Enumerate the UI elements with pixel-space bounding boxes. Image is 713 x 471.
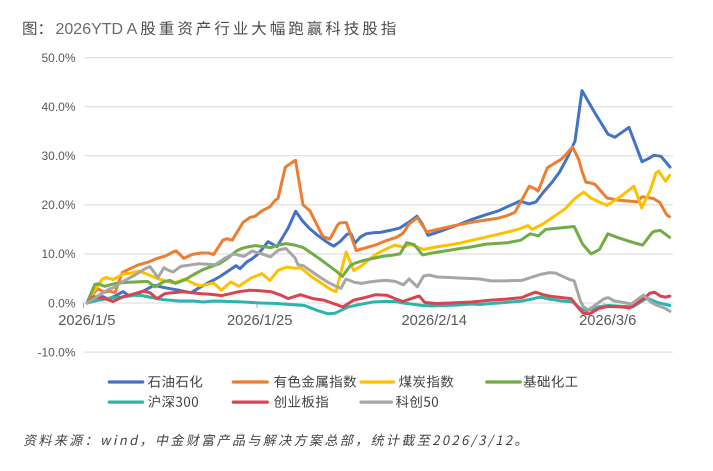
svg-text:2026/2/14: 2026/2/14	[402, 313, 467, 329]
svg-text:50.0%: 50.0%	[41, 51, 75, 65]
svg-text:2026/1/25: 2026/1/25	[227, 313, 292, 329]
svg-text:10.0%: 10.0%	[41, 247, 75, 261]
svg-text:-10.0%: -10.0%	[37, 345, 75, 359]
svg-text:2026/1/5: 2026/1/5	[58, 313, 115, 329]
svg-text:2026/3/6: 2026/3/6	[579, 313, 636, 329]
svg-text:30.0%: 30.0%	[41, 149, 75, 163]
svg-text:0.0%: 0.0%	[48, 296, 76, 310]
svg-text:20.0%: 20.0%	[41, 198, 75, 212]
svg-text:40.0%: 40.0%	[41, 100, 75, 114]
svg-text:2026YTD A: 2026YTD A	[56, 21, 138, 38]
